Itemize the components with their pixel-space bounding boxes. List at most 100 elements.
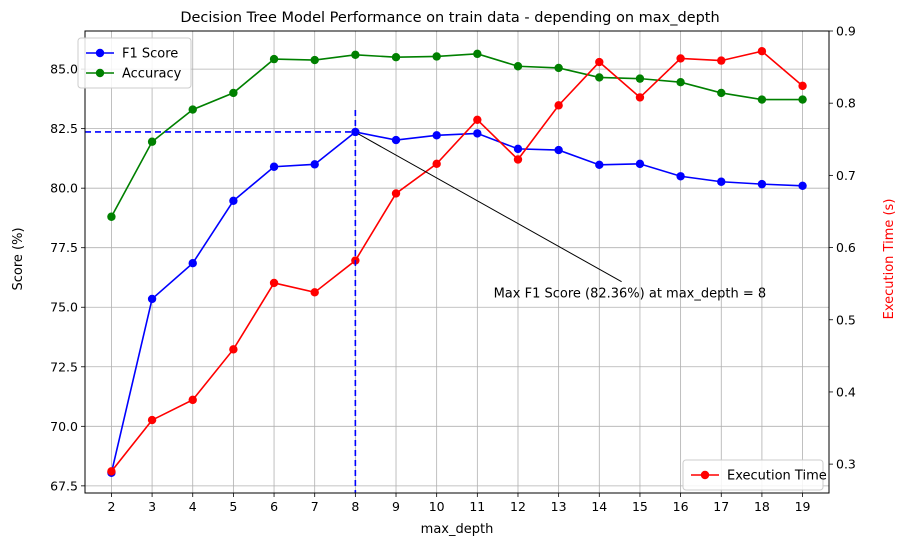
x-tick-label: 15	[632, 499, 648, 514]
accuracy-point	[473, 49, 482, 59]
accuracy-point	[351, 50, 360, 60]
y2-tick-label: 0.5	[836, 312, 856, 327]
f1-score-point	[473, 129, 482, 138]
f1-score-point	[147, 294, 157, 304]
f1-score-point	[432, 131, 441, 140]
y-tick-label: 80.0	[50, 181, 78, 196]
execution-time-point	[107, 467, 116, 476]
execution-time-point	[147, 415, 157, 425]
legend-execution-time-marker	[700, 470, 710, 480]
execution-time-point	[473, 115, 482, 124]
x-tick-label: 19	[795, 499, 811, 514]
accuracy-point	[676, 78, 685, 87]
y-tick-label: 72.5	[50, 359, 78, 374]
f1-score-line	[110, 131, 803, 473]
f1-score-point	[513, 144, 523, 154]
accuracy-point	[717, 88, 726, 98]
execution-time-point	[757, 47, 767, 56]
execution-time-line	[110, 50, 804, 472]
execution-time-point	[798, 81, 807, 91]
x-tick-label: 16	[673, 499, 689, 514]
x-tick-label: 10	[429, 499, 445, 514]
annotation-arrow	[358, 133, 622, 283]
x-tick-label: 4	[189, 499, 197, 514]
execution-time-point	[391, 189, 401, 198]
legend-accuracy-marker	[95, 68, 105, 78]
y2-tick-label: 0.6	[836, 240, 856, 255]
accuracy-point	[513, 62, 523, 71]
legend-accuracy-label: Accuracy	[122, 67, 182, 82]
accuracy-point	[107, 212, 116, 221]
f1-score-point	[676, 172, 685, 181]
accuracy-point	[595, 73, 604, 82]
accuracy-point	[269, 54, 279, 64]
accuracy-point	[432, 52, 441, 61]
y-tick-label: 75.0	[50, 300, 78, 315]
y2-tick-label: 0.4	[836, 384, 856, 399]
x-tick-label: 8	[351, 499, 359, 514]
execution-time-point	[310, 288, 319, 297]
execution-time-point	[635, 93, 645, 102]
annotation-layer: Max F1 Score (82.36%) at max_depth = 8	[85, 110, 766, 493]
f1-score-point	[310, 160, 319, 169]
accuracy-point	[554, 63, 563, 73]
x-tick-label: 7	[311, 499, 319, 514]
accuracy-point	[188, 105, 197, 114]
x-tick-label: 2	[107, 499, 115, 514]
execution-time-point	[676, 54, 685, 63]
f1-score-point	[757, 179, 767, 189]
legend-f1-score-marker	[95, 48, 105, 58]
execution-time-point	[432, 159, 441, 169]
annotation-text: Max F1 Score (82.36%) at max_depth = 8	[494, 287, 767, 302]
legend-f1-score-label: F1 Score	[122, 47, 178, 62]
chart-title: Decision Tree Model Performance on train…	[180, 10, 719, 26]
f1-score-point	[269, 162, 279, 171]
axes: 2 3 4 5 6 7 8 9 10 11 12 13 14 15 16 17 18 19 67.5 70.0 72.5…	[50, 24, 856, 515]
x-tick-label: 3	[148, 499, 156, 514]
x-tick-label: 13	[551, 499, 567, 514]
x-tick-label: 18	[754, 499, 770, 514]
y-tick-label: 82.5	[50, 121, 78, 136]
y-axis-label: Score (%)	[11, 227, 26, 290]
legend-execution-time-label: Execution Time	[727, 469, 827, 484]
y2-tick-label: 0.8	[836, 96, 856, 111]
accuracy-point	[229, 88, 238, 98]
y2-axis-label: Execution Time (s)	[882, 199, 897, 320]
f1-score-point	[635, 159, 645, 169]
x-tick-label: 11	[469, 499, 485, 514]
y-tick-label: 67.5	[50, 478, 78, 493]
y-tick-label: 77.5	[50, 240, 78, 255]
accuracy-point	[798, 95, 807, 104]
y-tick-label: 85.0	[50, 62, 78, 77]
legend-right: Execution Time	[682, 459, 827, 491]
execution-time-point	[229, 345, 238, 354]
execution-time-point	[717, 56, 726, 65]
accuracy-point	[310, 55, 319, 65]
y2-tick-label: 0.3	[836, 457, 856, 472]
legend-left: F1 Score Accuracy	[77, 37, 192, 89]
f1-score-point	[798, 181, 807, 190]
y-tick-label: 70.0	[50, 419, 78, 434]
f1-score-point	[229, 196, 238, 205]
accuracy-point	[757, 95, 767, 104]
f1-score-point	[188, 258, 197, 268]
legend-left-box	[77, 37, 192, 89]
x-tick-label: 6	[270, 499, 278, 514]
y2-tick-label: 0.7	[836, 168, 856, 183]
f1-score-point	[595, 160, 604, 170]
y2-tick-label: 0.9	[836, 24, 856, 39]
execution-time-point	[188, 395, 197, 405]
x-tick-label: 5	[229, 499, 237, 514]
execution-time-point	[595, 57, 604, 67]
execution-time-point	[269, 278, 279, 288]
x-tick-label: 17	[713, 499, 729, 514]
series-layer	[107, 47, 807, 477]
f1-score-point	[717, 177, 726, 186]
accuracy-point	[391, 52, 401, 62]
plot-frame	[84, 30, 830, 494]
execution-time-point	[513, 155, 523, 164]
x-tick-label: 14	[591, 499, 607, 514]
